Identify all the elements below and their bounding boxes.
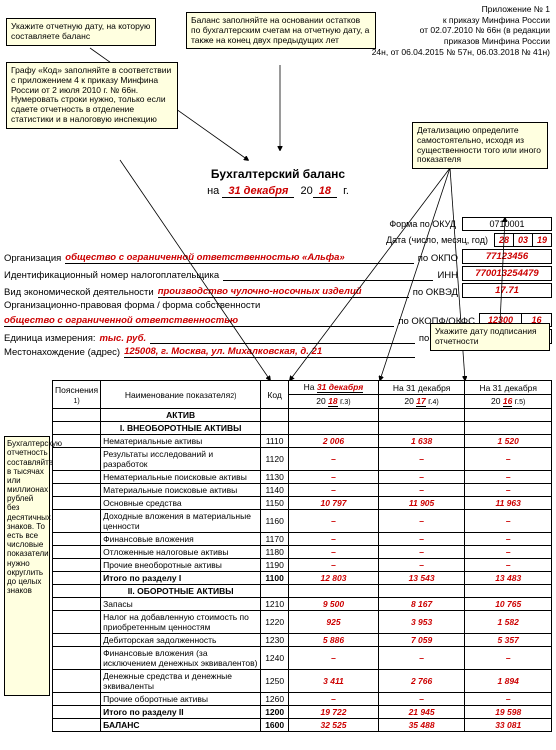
report-date-line: на 31 декабря 2018 г. [4,185,552,197]
doc-title: Бухгалтерский баланс [4,167,552,181]
okud-value: 0710001 [462,217,552,231]
form-row: Организационно-правовая форма / форма со… [4,300,552,311]
okud-label: Форма по ОКУД [389,219,456,229]
note-detailing: Детализацию определите самостоятельно, и… [412,122,548,169]
balance-table: Пояснения1) Наименование показателя2) Ко… [52,380,552,732]
inn-row: Идентификационный номер налогоплательщик… [4,266,552,281]
note-balance-basis: Баланс заполняйте на основании остатков … [186,12,376,49]
date-boxes: 28 03 19 [494,233,552,247]
note-code-column: Графу «Код» заполняйте в соответствии с … [6,62,178,129]
date-label: Дата (число, месяц, год) [386,235,488,245]
note-report-date: Укажите отчетную дату, на которую состав… [6,18,156,46]
org-row: Организация общество с ограниченной отве… [4,249,552,264]
side-note-rounding: Бухгалтерскую отчетность составляйте в т… [4,436,50,696]
activity-row: Вид экономической деятельности производс… [4,283,552,298]
note-sign-date: Укажите дату подписания отчетности [430,323,550,351]
address-row: Местонахождение (адрес) 125008, г. Москв… [4,346,415,358]
